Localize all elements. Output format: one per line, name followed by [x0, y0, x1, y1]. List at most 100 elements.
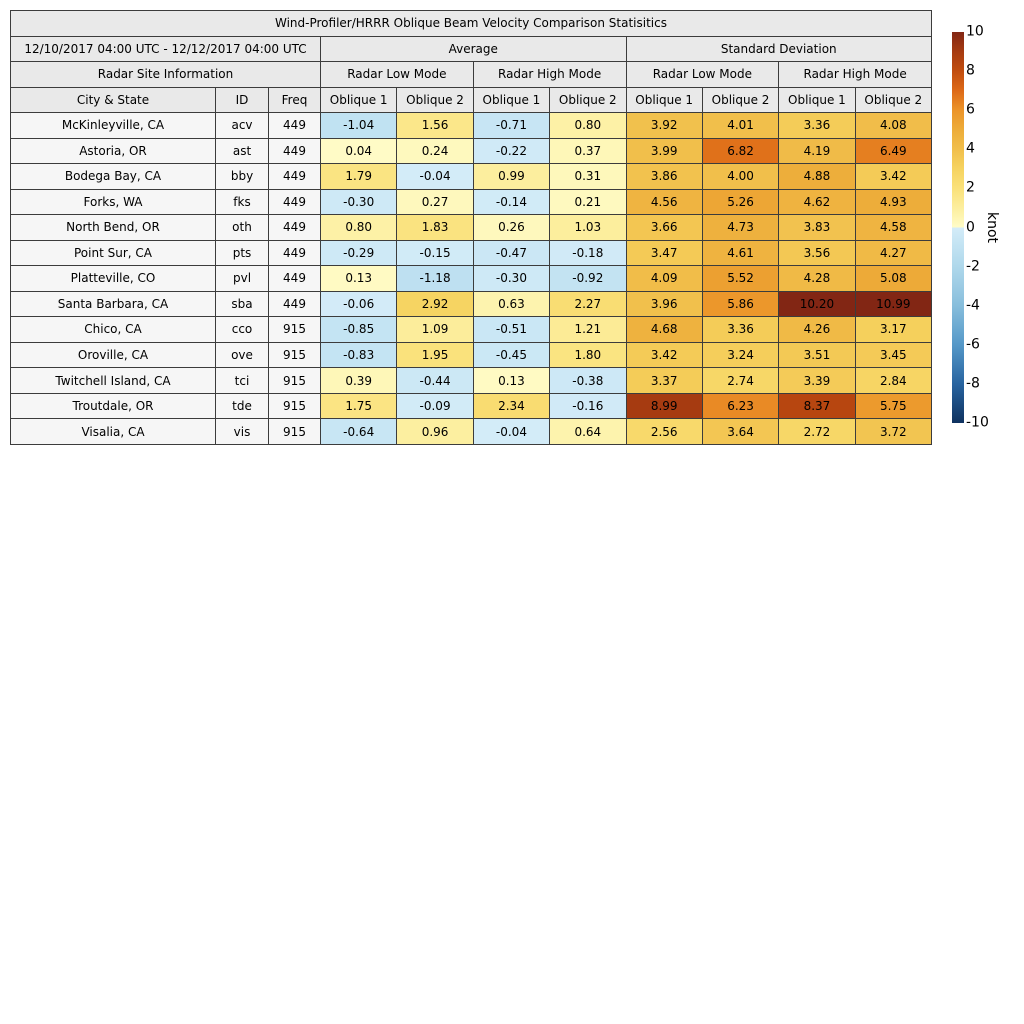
city-cell: Oroville, CA	[10, 341, 216, 369]
value-cell: 6.82	[701, 137, 780, 165]
site-id-cell: sba	[215, 290, 269, 318]
value-cell: 1.75	[319, 392, 398, 420]
city-cell: Chico, CA	[10, 316, 216, 343]
value-cell: 3.51	[778, 341, 856, 369]
value-cell: 5.08	[854, 265, 933, 292]
value-cell: 4.27	[854, 239, 933, 267]
column-header: Freq	[268, 86, 321, 114]
value-cell: -0.15	[396, 239, 474, 267]
table-row: North Bend, OR oth 449 0.80 1.83 0.26 1.03 3.66…	[10, 214, 933, 241]
average-section-header: Average	[320, 35, 627, 63]
value-cell: 1.80	[549, 341, 627, 369]
value-cell: 10.20	[778, 290, 856, 318]
site-id-cell: fks	[215, 188, 269, 216]
value-cell: 3.36	[778, 112, 856, 139]
value-cell: 3.37	[625, 367, 703, 394]
table-row: Point Sur, CA pts 449 -0.29 -0.15 -0.47 -0.18 3…	[10, 239, 933, 267]
column-header-row: City & State ID Freq Oblique 1 Oblique 2 Obli…	[10, 86, 933, 114]
mode-header: Radar High Mode	[472, 61, 627, 88]
colorbar-tick-label: -4	[966, 297, 980, 314]
value-cell: -0.38	[549, 367, 627, 394]
table-row: Santa Barbara, CA sba 449 -0.06 2.92 0.63 2.27…	[10, 290, 933, 318]
table-row: Oroville, CA ove 915 -0.83 1.95 -0.45 1.80 3.42…	[10, 341, 933, 369]
column-header: City & State	[10, 86, 216, 114]
value-cell: 0.26	[472, 214, 551, 241]
value-cell: 5.86	[701, 290, 780, 318]
site-id-cell: tci	[215, 367, 269, 394]
freq-cell: 449	[268, 290, 321, 318]
value-cell: -0.51	[472, 316, 551, 343]
value-cell: 1.95	[396, 341, 474, 369]
colorbar-tick-label: -6	[966, 336, 980, 353]
freq-cell: 915	[268, 316, 321, 343]
colorbar-tick-label: -8	[966, 375, 980, 392]
value-cell: -0.85	[319, 316, 398, 343]
table-row: Chico, CA cco 915 -0.85 1.09 -0.51 1.21 4.68 3.3…	[10, 316, 933, 343]
colorbar-tick-label: 4	[966, 141, 975, 158]
site-id-cell: pvl	[215, 265, 269, 292]
freq-cell: 449	[268, 265, 321, 292]
table-row: Platteville, CO pvl 449 0.13 -1.18 -0.30 -0.92…	[10, 265, 933, 292]
value-cell: -0.30	[472, 265, 551, 292]
city-cell: Twitchell Island, CA	[10, 367, 216, 394]
mode-header: Radar Low Mode	[320, 61, 474, 88]
column-header: Oblique 1	[778, 86, 856, 114]
value-cell: 2.92	[396, 290, 474, 318]
colorbar-tick-label: 2	[966, 180, 975, 197]
value-cell: -0.30	[319, 188, 398, 216]
value-cell: -0.71	[472, 112, 551, 139]
value-cell: -0.22	[472, 137, 551, 165]
value-cell: 4.56	[625, 188, 703, 216]
value-cell: 3.66	[625, 214, 703, 241]
value-cell: 4.73	[701, 214, 780, 241]
value-cell: 3.24	[701, 341, 780, 369]
value-cell: 1.79	[319, 163, 398, 190]
value-cell: 3.45	[854, 341, 933, 369]
value-cell: -0.04	[472, 418, 551, 445]
value-cell: 1.83	[396, 214, 474, 241]
value-cell: 2.34	[472, 392, 551, 420]
column-header: Oblique 1	[625, 86, 703, 114]
value-cell: 2.74	[701, 367, 780, 394]
title-row: Wind-Profiler/HRRR Oblique Beam Velocity…	[10, 10, 932, 37]
colorbar-tick-label: -10	[966, 414, 989, 431]
freq-cell: 915	[268, 341, 321, 369]
value-cell: 0.37	[549, 137, 627, 165]
city-cell: Forks, WA	[10, 188, 216, 216]
value-cell: 3.72	[854, 418, 933, 445]
value-cell: 0.27	[396, 188, 474, 216]
value-cell: 3.56	[778, 239, 856, 267]
value-cell: 6.49	[854, 137, 933, 165]
site-id-cell: ove	[215, 341, 269, 369]
value-cell: 1.03	[549, 214, 627, 241]
value-cell: -0.29	[319, 239, 398, 267]
value-cell: -0.04	[396, 163, 474, 190]
value-cell: 4.00	[701, 163, 780, 190]
site-id-cell: pts	[215, 239, 269, 267]
value-cell: 0.39	[319, 367, 398, 394]
value-cell: 4.58	[854, 214, 933, 241]
value-cell: 1.21	[549, 316, 627, 343]
site-id-cell: oth	[215, 214, 269, 241]
value-cell: 10.99	[854, 290, 933, 318]
value-cell: -0.64	[319, 418, 398, 445]
statistics-table: Wind-Profiler/HRRR Oblique Beam Velocity…	[10, 10, 933, 445]
value-cell: 4.01	[701, 112, 780, 139]
value-cell: 3.96	[625, 290, 703, 318]
value-cell: 0.80	[549, 112, 627, 139]
value-cell: 0.63	[472, 290, 551, 318]
value-cell: 3.99	[625, 137, 703, 165]
value-cell: 3.47	[625, 239, 703, 267]
value-cell: 0.04	[319, 137, 398, 165]
table-row: Bodega Bay, CA bby 449 1.79 -0.04 0.99 0.31 3.8…	[10, 163, 933, 190]
period-cell: 12/10/2017 04:00 UTC - 12/12/2017 04:00 …	[10, 35, 321, 63]
freq-cell: 449	[268, 214, 321, 241]
value-cell: 0.13	[472, 367, 551, 394]
column-header: Oblique 2	[549, 86, 627, 114]
value-cell: 3.64	[701, 418, 780, 445]
site-id-cell: bby	[215, 163, 269, 190]
site-info-header: Radar Site Information	[10, 61, 321, 88]
freq-cell: 449	[268, 239, 321, 267]
city-cell: Santa Barbara, CA	[10, 290, 216, 318]
